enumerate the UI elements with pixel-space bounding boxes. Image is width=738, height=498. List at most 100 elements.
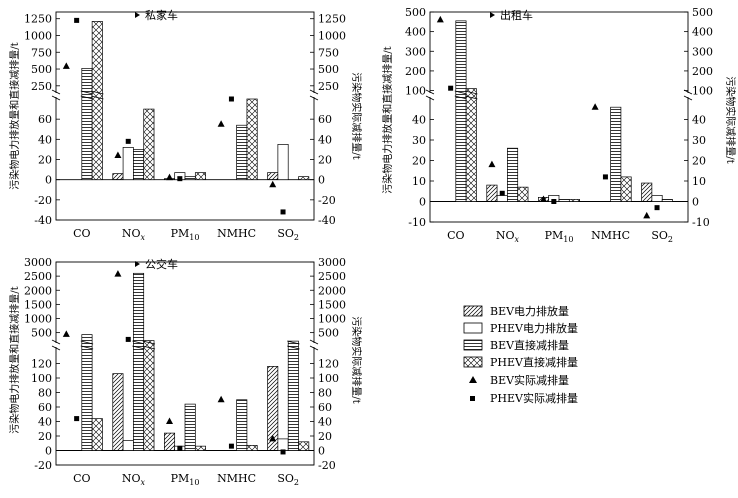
bar-break-line [80, 95, 94, 100]
bar-break-line [142, 340, 156, 345]
phev-actual-marker [74, 416, 80, 422]
x-tick-label: NOx [122, 227, 146, 242]
legend: BEV电力排放量 PHEV电力排放量 BEV直接减排量 PHEV直接减排量 BE… [463, 304, 578, 405]
title-pointer-icon [135, 261, 140, 267]
y-tick-label-left: 1500 [24, 298, 52, 311]
bar-break-line [465, 90, 478, 95]
y-tick-label-left: 500 [31, 327, 52, 340]
y-tick-label-left: 20 [412, 155, 426, 168]
y-tick-label-right: 40 [318, 133, 332, 146]
bev-direct-bar [184, 403, 196, 451]
y-tick-label-left: 20 [38, 430, 52, 443]
y-tick-label-left: 60 [38, 401, 52, 414]
x-tick-label: CO [447, 229, 464, 242]
bar-break-line [142, 345, 156, 350]
y-tick-label-left: 3000 [24, 256, 52, 269]
x-tick-label: SO2 [277, 472, 299, 487]
chart-private-car: 私家车 污染物电力排放量和直接减排量/t 污染物实际减排量/t -40 -40 -2… [8, 8, 363, 242]
bev-direct-bar [236, 399, 248, 451]
bar-break-line [91, 95, 104, 100]
bev-actual-marker [114, 151, 122, 158]
left-axis-label: 污染物电力排放量和直接减排量/t [8, 286, 21, 433]
bev-power-bar [112, 173, 124, 181]
bev-direct-bar [558, 199, 570, 202]
y-tick-label-left: 1000 [24, 313, 52, 326]
bar-break-line [287, 340, 300, 345]
y-tick-label-right: 60 [318, 401, 332, 414]
y-tick-label-left: 250 [31, 80, 52, 93]
legend-marker-phev-actual [470, 396, 475, 401]
legend-label-bev-direct: BEV直接减排量 [490, 338, 569, 352]
y-tick-label-left: 750 [31, 46, 52, 59]
bev-actual-marker [488, 160, 496, 168]
y-tick-label-left: 200 [405, 65, 426, 78]
phev-direct-bar [194, 172, 206, 181]
y-tick-label-right: 0 [318, 445, 325, 458]
bev-actual-marker [62, 330, 70, 337]
y-tick-label-left: 0 [45, 174, 52, 187]
x-tick-label: SO2 [277, 227, 299, 242]
y-tick-label-left: 2500 [24, 270, 52, 283]
phev-power-bar [122, 147, 134, 181]
y-tick-label-right: 80 [318, 387, 332, 400]
axis-break-mark [683, 89, 693, 101]
bev-direct-bar [133, 272, 145, 451]
legend-label-phev-actual: PHEV实际减排量 [490, 391, 578, 405]
y-tick-label-right: 2000 [318, 284, 346, 297]
y-tick-label-right: 3000 [318, 256, 346, 269]
bar-break-line [454, 90, 468, 95]
phev-actual-marker [177, 176, 183, 182]
bev-direct-bar [507, 147, 519, 202]
bar-break-line [80, 345, 94, 350]
phev-actual-marker [654, 205, 660, 211]
legend-swatch-phev-direct [463, 356, 483, 368]
y-tick-label-left: -10 [408, 216, 426, 229]
bev-actual-marker [217, 120, 225, 127]
phev-direct-bar [246, 98, 258, 181]
phev-direct-bar [568, 199, 580, 202]
chart-title: 出租车 [500, 8, 533, 22]
axis-break-mark [425, 89, 435, 101]
chart-title: 公交车 [145, 257, 178, 271]
phev-actual-marker [551, 199, 557, 204]
phev-direct-bar [91, 418, 103, 451]
y-tick-label-left: 2000 [24, 284, 52, 297]
axis-break-gap [311, 93, 317, 97]
left-axis-label: 污染物电力排放量和直接减排量/t [8, 42, 21, 189]
y-tick-label-right: 40 [318, 416, 332, 429]
phev-direct-bar [517, 186, 529, 202]
phev-direct-bar [298, 441, 310, 451]
bev-power-bar [267, 366, 279, 451]
phev-actual-marker [177, 445, 183, 451]
legend-label-phev-direct: PHEV直接减排量 [490, 355, 578, 369]
phev-power-bar [122, 440, 134, 451]
title-pointer-icon [135, 12, 140, 18]
y-tick-label-left: 0 [419, 196, 426, 209]
phev-power-bar [651, 195, 663, 202]
y-tick-label-left: 40 [412, 114, 426, 127]
y-tick-label-left: 400 [405, 26, 426, 39]
bar-break-line [91, 90, 104, 95]
bev-power-bar [164, 432, 176, 451]
axis-break-mark [51, 89, 61, 101]
y-tick-label-right: 60 [318, 113, 332, 126]
legend-label-phev-power: PHEV电力排放量 [490, 321, 578, 335]
phev-actual-marker [228, 96, 234, 102]
bev-direct-bar [287, 340, 299, 451]
right-axis-label: 污染物实际减排量/t [350, 316, 363, 403]
y-tick-label-left: 500 [31, 63, 52, 76]
phev-power-bar [277, 144, 289, 181]
y-tick-label-left: 0 [45, 445, 52, 458]
legend-marker-bev-actual [469, 376, 477, 383]
x-tick-label: NMHC [217, 472, 256, 485]
plot-frame [429, 11, 689, 223]
y-tick-label-left: 1000 [24, 29, 52, 42]
phev-direct-bar [143, 340, 155, 451]
y-tick-label-left: 100 [31, 372, 52, 385]
y-tick-label-left: -40 [34, 214, 52, 227]
bev-direct-bar [81, 68, 93, 181]
y-tick-label-right: 40 [692, 114, 706, 127]
left-axis-label: 污染物电力排放量和直接减排量/t [381, 46, 394, 193]
right-axis-label: 污染物实际减排量/t [724, 76, 737, 163]
legend-swatch-phev-power [463, 322, 483, 334]
